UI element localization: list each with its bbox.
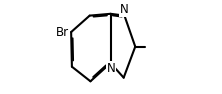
Text: N: N (107, 62, 115, 75)
Text: N: N (120, 3, 128, 16)
Text: Br: Br (56, 26, 69, 39)
